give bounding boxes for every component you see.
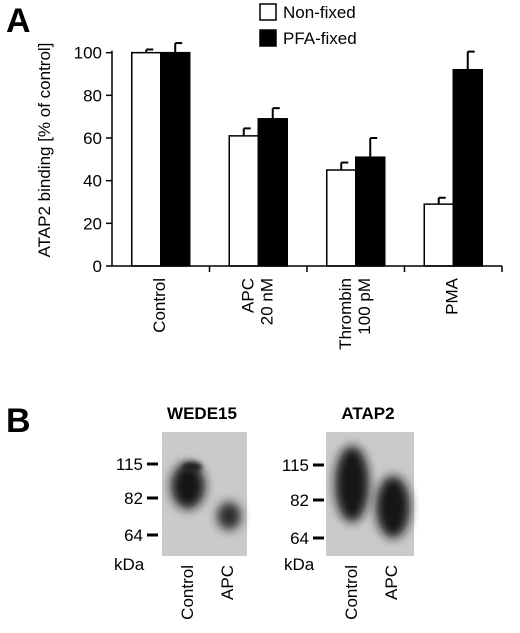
category-label: Thrombin (336, 278, 355, 350)
bar-non-fixed (228, 135, 259, 267)
y-tick-label: 100 (74, 44, 102, 63)
marker-82: 82 (124, 489, 143, 508)
band-control-upper (182, 462, 202, 472)
category-labels: Control APC 20 nM Thrombin 100 pM PMA (150, 266, 503, 350)
unit-kda: kDa (114, 555, 145, 574)
bar-non-fixed (326, 169, 357, 267)
lane-label-control: Control (342, 565, 361, 620)
category-label: APC (238, 278, 257, 313)
legend: Non-fixed PFA-fixed (259, 3, 357, 48)
bar-pfa-fixed (452, 68, 483, 267)
category-label: PMA (442, 277, 461, 315)
bars (131, 42, 483, 267)
unit-kda: kDa (284, 555, 315, 574)
blot-atap2: ATAP2 115 82 64 kDa Control APC (282, 404, 414, 620)
blot-title-wede15: WEDE15 (167, 404, 237, 423)
band-control (335, 446, 369, 522)
category-label: 20 nM (257, 278, 276, 325)
bar-non-fixed (423, 203, 454, 267)
legend-label-pfa-fixed: PFA-fixed (283, 29, 357, 48)
y-axis-ticks: 0 20 40 60 80 100 (74, 44, 112, 276)
marker-82: 82 (290, 491, 309, 510)
lane-label-control: Control (178, 565, 197, 620)
blot-wede15: WEDE15 115 82 64 kDa Control APC (114, 404, 247, 620)
blot-title-atap2: ATAP2 (341, 404, 394, 423)
y-tick-label: 0 (93, 257, 102, 276)
panel-b-label: B (6, 402, 31, 440)
bar-pfa-fixed (355, 156, 386, 267)
category-label: Control (150, 278, 169, 333)
y-tick-label: 20 (83, 214, 102, 233)
bar-pfa-fixed (160, 51, 191, 267)
band-control (171, 463, 205, 509)
y-tick-label: 60 (83, 129, 102, 148)
marker-115: 115 (116, 455, 143, 474)
y-tick-label: 40 (83, 172, 102, 191)
lane-label-apc: APC (382, 565, 401, 600)
category-label: 100 pM (355, 278, 374, 335)
band-apc (217, 502, 241, 530)
marker-64: 64 (290, 529, 309, 548)
legend-swatch-non-fixed (259, 3, 277, 21)
band-apc (376, 476, 410, 538)
y-axis-label: ATAP2 binding [% of control] (35, 43, 54, 258)
bar-non-fixed (131, 51, 162, 267)
legend-swatch-pfa-fixed (259, 29, 277, 47)
marker-115: 115 (282, 456, 309, 475)
marker-64: 64 (124, 526, 143, 545)
lane-label-apc: APC (218, 565, 237, 600)
legend-label-non-fixed: Non-fixed (283, 3, 356, 22)
y-tick-label: 80 (83, 86, 102, 105)
panel-a-label: A (6, 2, 31, 40)
bar-pfa-fixed (257, 118, 288, 267)
